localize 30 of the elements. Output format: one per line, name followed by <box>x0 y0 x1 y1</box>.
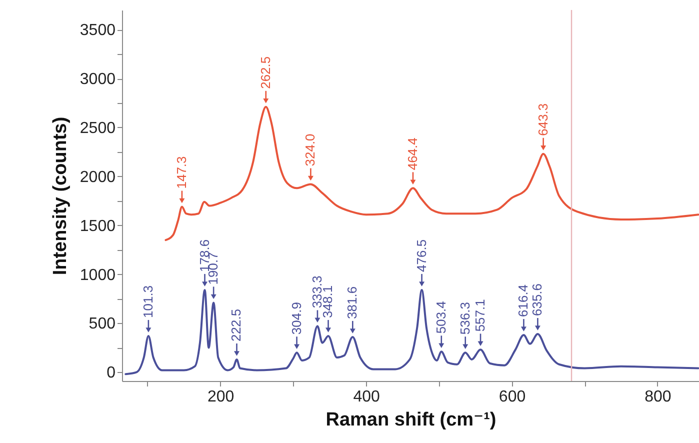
annotation: 262.5 <box>258 56 273 89</box>
annotation: 101.3 <box>140 285 156 318</box>
annotation: 476.5 <box>414 239 429 272</box>
x-tick-label: 600 <box>498 388 526 406</box>
y-tick-label: 3000 <box>80 71 116 88</box>
y-tick-label: 3500 <box>80 22 116 40</box>
y-axis-title: Intensity (counts) <box>50 116 71 276</box>
line-series <box>164 106 699 242</box>
x-tick-label: 800 <box>644 388 672 406</box>
annotation: 643.3 <box>535 103 550 136</box>
y-tick-label: 500 <box>88 316 116 333</box>
annotation: 381.6 <box>344 286 360 319</box>
annotation: 304.9 <box>288 302 304 335</box>
annotation: 503.4 <box>433 301 448 334</box>
annotation: 147.3 <box>174 156 189 189</box>
annotation: 536.3 <box>457 302 472 335</box>
y-tick-label: 1500 <box>80 218 116 235</box>
annotation: 324.0 <box>302 134 318 166</box>
annotation: 222.5 <box>228 308 244 342</box>
y-tick-label: 2000 <box>80 168 116 186</box>
x-axis-title: Raman shift (cm⁻¹) <box>326 410 496 430</box>
y-tick-label: 0 <box>106 364 116 382</box>
y-tick-label: 2500 <box>80 120 116 137</box>
annotation: 635.6 <box>530 283 545 316</box>
annotation: 464.4 <box>404 138 420 170</box>
x-tick-label: 200 <box>208 388 234 406</box>
annotation: 616.4 <box>516 284 531 317</box>
y-tick-label: 1000 <box>80 266 116 284</box>
x-tick-label: 400 <box>353 388 380 406</box>
annotation: 557.1 <box>472 299 488 332</box>
